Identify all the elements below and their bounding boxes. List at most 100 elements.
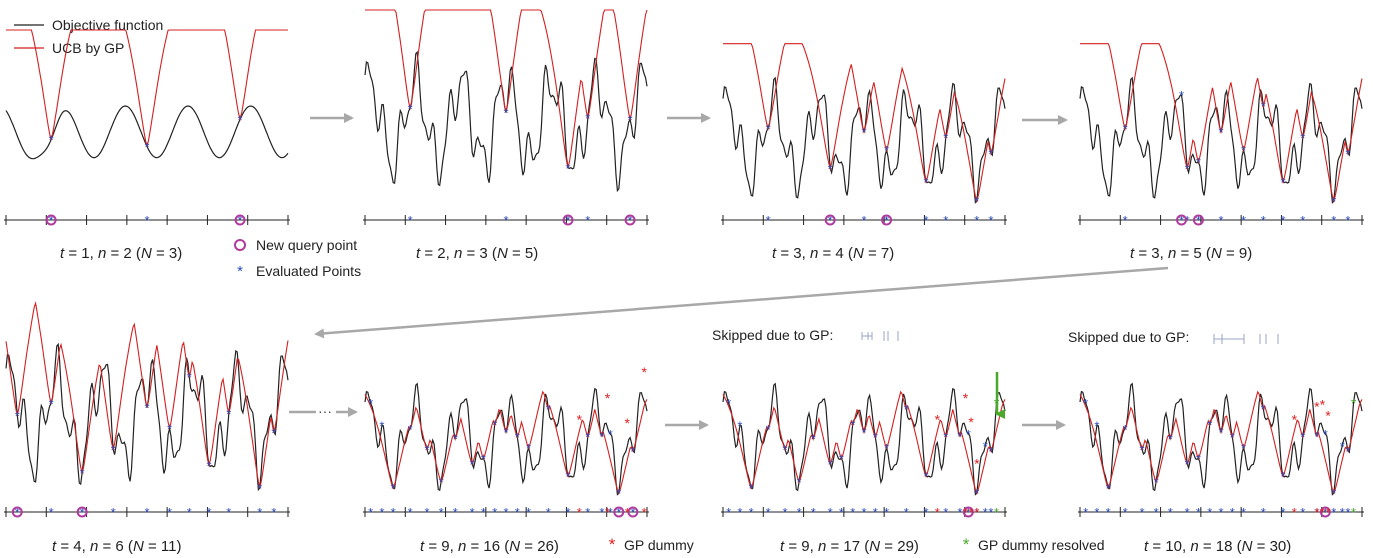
ucb-curve xyxy=(5,301,289,489)
evaluated-axis-mark: * xyxy=(144,505,149,520)
evaluated-point: * xyxy=(425,442,430,457)
ellipsis: ··· xyxy=(318,403,332,419)
evaluated-point: * xyxy=(1185,161,1190,176)
evaluated-point: * xyxy=(144,139,149,154)
evaluated-point: * xyxy=(1196,451,1201,466)
evaluated-axis-mark: * xyxy=(257,505,262,520)
evaluated-point: * xyxy=(1261,402,1266,417)
evaluated-axis-mark: * xyxy=(737,505,742,520)
gp-dummy-point: * xyxy=(963,390,969,406)
flow-arrows: ··· xyxy=(289,113,1169,430)
legend-evaluated-label: Evaluated Points xyxy=(256,263,361,279)
evaluated-point: * xyxy=(408,422,413,437)
evaluated-point: * xyxy=(368,396,373,411)
evaluated-point: * xyxy=(379,419,384,434)
evaluated-point: * xyxy=(1168,432,1173,447)
evaluated-axis-mark: * xyxy=(1241,213,1246,228)
evaluated-point: * xyxy=(974,486,979,501)
evaluated-point: * xyxy=(974,194,979,209)
gp-dummy-resolved-point: * xyxy=(1351,395,1357,411)
evaluated-axis-mark: * xyxy=(1241,505,1246,520)
panel-t10-n18: * * * * * * * * * * * * * * * * * * * * * * * * * * * * * * * * * * * * * * * *… xyxy=(1078,382,1364,520)
new-query-marker xyxy=(824,214,836,226)
evaluated-axis-mark: * xyxy=(391,505,396,520)
gp-dummy-point: * xyxy=(974,456,980,472)
evaluated-axis-mark: * xyxy=(566,505,571,520)
evaluated-axis-mark: * xyxy=(546,505,551,520)
evaluated-point: * xyxy=(207,459,212,474)
evaluated-axis-mark: * xyxy=(1123,213,1128,228)
evaluated-axis-mark: * xyxy=(503,213,508,228)
evaluated-axis-mark: * xyxy=(974,505,979,520)
new-query-marker xyxy=(1319,506,1331,518)
evaluated-axis-mark: * xyxy=(797,505,802,520)
evaluated-axis-mark: * xyxy=(15,505,20,520)
legend-ucb-label: UCB by GP xyxy=(52,40,124,56)
evaluated-axis-mark: * xyxy=(1140,505,1145,520)
evaluated-point: * xyxy=(943,130,948,145)
evaluated-axis-mark: * xyxy=(1331,505,1336,520)
captions: t = 1, n = 2 (N = 3) t = 2, n = 3 (N = 5… xyxy=(52,245,1291,555)
evaluated-point: * xyxy=(1241,143,1246,158)
evaluated-axis-mark: * xyxy=(628,213,633,228)
evaluated-point: * xyxy=(1340,439,1345,454)
evaluated-point: * xyxy=(1207,418,1212,433)
gp-dummy-point: * xyxy=(1292,412,1298,428)
legend-objective-label: Objective function xyxy=(52,17,163,33)
evaluated-point: * xyxy=(861,125,866,140)
caption-panel-5: t = 4, n = 6 (N = 11) xyxy=(52,538,181,555)
ucb-curve xyxy=(365,9,648,168)
evaluated-axis-mark: * xyxy=(828,213,833,228)
evaluated-point: * xyxy=(884,143,889,158)
evaluated-point: * xyxy=(585,430,590,445)
evaluated-point: * xyxy=(1300,130,1305,145)
evaluated-point: * xyxy=(1179,88,1184,103)
skipped-markers-panel-7 xyxy=(861,331,899,341)
ucb-curve xyxy=(1080,43,1363,204)
evaluated-point: * xyxy=(144,401,149,416)
evaluated-point: * xyxy=(861,425,866,440)
evaluated-point: * xyxy=(1281,175,1286,190)
evaluated-point: * xyxy=(797,475,802,490)
evaluated-axis-mark: * xyxy=(630,505,635,520)
evaluated-axis-mark: * xyxy=(749,505,754,520)
evaluated-point: * xyxy=(1123,122,1128,137)
evaluated-axis-mark: * xyxy=(379,505,384,520)
gp-dummy-axis-mark: * xyxy=(1314,505,1319,520)
panel-t3-n5: ********************** xyxy=(1078,43,1364,228)
evaluated-point: * xyxy=(1261,99,1266,114)
evaluated-point: * xyxy=(226,407,231,422)
evaluated-axis-mark: * xyxy=(608,505,613,520)
caption-panel-6: t = 9, n = 16 (N = 26) xyxy=(420,538,559,555)
evaluated-point: * xyxy=(924,469,929,484)
evaluated-axis-mark: * xyxy=(943,213,948,228)
evaluated-axis-mark: * xyxy=(439,505,444,520)
evaluated-point: * xyxy=(503,425,508,440)
evaluated-axis-mark: * xyxy=(1154,505,1159,520)
evaluated-axis-mark: * xyxy=(226,505,231,520)
gp-dummy-axis-mark: * xyxy=(1326,505,1331,520)
gp-dummy-resolved-axis-mark: * xyxy=(1351,505,1356,520)
evaluated-point: * xyxy=(783,442,788,457)
evaluated-axis-mark: * xyxy=(425,505,430,520)
evaluated-axis-mark: * xyxy=(1218,213,1223,228)
evaluated-axis-mark: * xyxy=(811,505,816,520)
evaluated-point: * xyxy=(1123,422,1128,437)
evaluated-point: * xyxy=(492,418,497,433)
evaluated-axis-mark: * xyxy=(1300,505,1305,520)
legend-evaluated-marker: * xyxy=(237,263,243,280)
new-query-marker xyxy=(881,214,893,226)
evaluated-point: * xyxy=(630,444,635,459)
gp-dummy-point: * xyxy=(625,415,631,431)
evaluated-point: * xyxy=(737,419,742,434)
evaluated-axis-mark: * xyxy=(1331,213,1336,228)
evaluated-point: * xyxy=(943,430,948,445)
evaluated-axis-mark: * xyxy=(966,505,971,520)
evaluated-axis-mark: * xyxy=(368,505,373,520)
evaluated-point: * xyxy=(1196,155,1201,170)
evaluated-axis-mark: * xyxy=(49,213,54,228)
evaluated-axis-mark: * xyxy=(167,505,172,520)
skipped-label-panel-7: Skipped due to GP: xyxy=(712,327,833,343)
evaluated-point: * xyxy=(988,444,993,459)
